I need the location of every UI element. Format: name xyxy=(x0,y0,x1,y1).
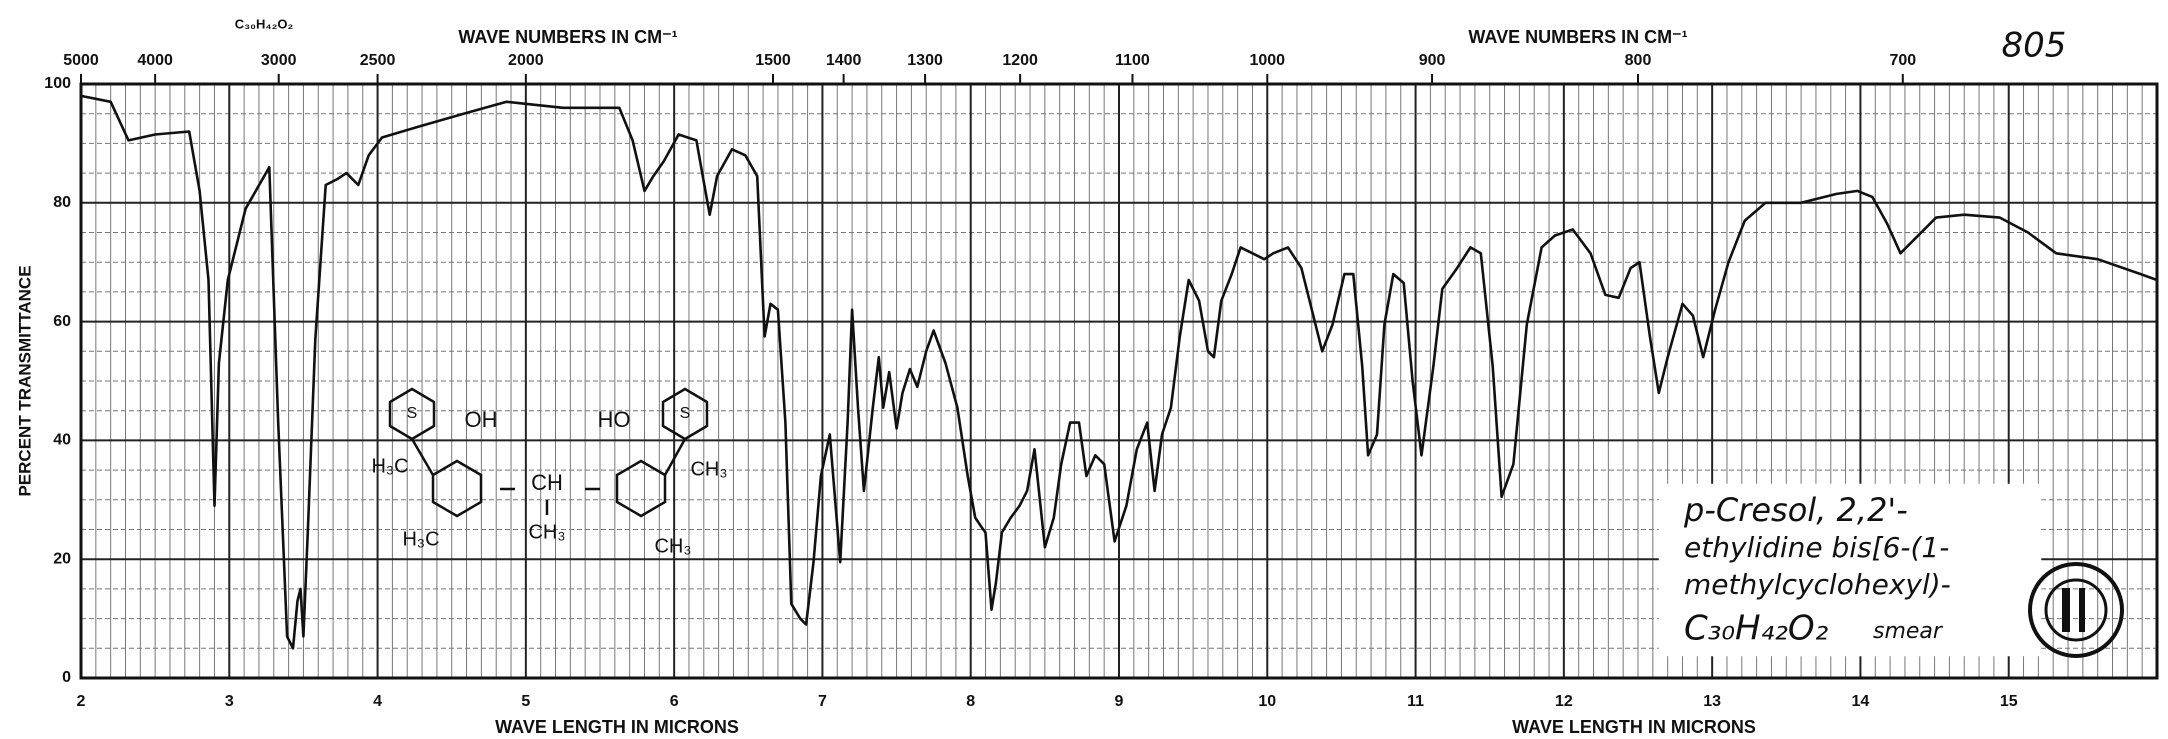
y-tick-label: 100 xyxy=(44,75,71,92)
top-axis-label: WAVE NUMBERS IN CM⁻¹ xyxy=(458,27,677,47)
y-tick-label: 80 xyxy=(53,194,71,211)
top-axis-label: WAVE NUMBERS IN CM⁻¹ xyxy=(1468,27,1687,47)
structure-label: H₃C xyxy=(402,528,439,550)
x-tick-label: 13 xyxy=(1703,693,1721,710)
top-tick-label: 1200 xyxy=(1002,52,1038,69)
x-tick-label: 8 xyxy=(966,693,975,710)
x-axis-label: WAVE LENGTH IN MICRONS xyxy=(1512,717,1756,737)
top-tick-label: 5000 xyxy=(63,52,99,69)
logo xyxy=(2028,562,2124,658)
bond xyxy=(663,438,687,476)
y-tick-label: 20 xyxy=(53,550,71,567)
x-tick-label: 15 xyxy=(2000,693,2018,710)
top-tick-label: 1000 xyxy=(1249,52,1285,69)
plot-frame xyxy=(79,82,2159,680)
compound-name: C₃₀H₄₂O₂ xyxy=(1684,609,1829,649)
structure-label: S xyxy=(407,405,418,422)
structure-label: CH xyxy=(531,470,563,495)
label-box xyxy=(1658,483,2042,657)
x-tick-label: 5 xyxy=(521,693,530,710)
structure-label: S xyxy=(680,405,691,422)
structure-label: CH₃ xyxy=(528,521,565,543)
plot xyxy=(80,94,2158,650)
x-tick-label: 11 xyxy=(1407,693,1424,710)
top-tick-label: 700 xyxy=(1889,52,1916,69)
x-tick-label: 10 xyxy=(1258,693,1276,710)
x-axis-label: WAVE LENGTH IN MICRONS xyxy=(495,717,739,737)
x-tick-label: 9 xyxy=(1115,693,1124,710)
top-tick-label: 1500 xyxy=(755,52,791,69)
structure-label: HO xyxy=(598,407,631,432)
top-tick-label: 1300 xyxy=(907,52,943,69)
x-tick-label: 12 xyxy=(1555,693,1573,710)
x-tick-label: 6 xyxy=(670,693,679,710)
x-tick-label: 2 xyxy=(77,693,86,710)
x-tick-label: 14 xyxy=(1852,693,1870,710)
top-tick-label: 3000 xyxy=(261,52,297,69)
compound-name: methylcyclohexyl)- xyxy=(1684,568,1951,601)
y-tick-label: 0 xyxy=(62,669,71,686)
top-tick-label: 1400 xyxy=(826,52,862,69)
y-tick-label: 40 xyxy=(53,432,71,449)
spectrum-line xyxy=(80,94,2158,650)
logo xyxy=(2044,578,2108,642)
x-tick-label: 4 xyxy=(373,693,382,710)
structure-label: H₃C xyxy=(371,455,408,477)
compound-name: ethylidine bis[6-(1- xyxy=(1684,531,1949,564)
top-tick-label: 4000 xyxy=(137,52,173,69)
chart-number: 805 xyxy=(2002,26,2067,66)
top-tick-label: 2500 xyxy=(360,52,396,69)
bond xyxy=(410,438,435,476)
compound-name: p-Cresol, 2,2'- xyxy=(1683,491,1908,529)
structure-label: CH₃ xyxy=(690,458,727,480)
top-tick-label: 2000 xyxy=(508,52,544,69)
y-tick-label: 60 xyxy=(53,313,71,330)
y-axis-label: PERCENT TRANSMITTANCE xyxy=(15,265,34,496)
top-tick-label: 800 xyxy=(1625,52,1652,69)
top-tick-label: 1100 xyxy=(1115,52,1150,69)
sample-note: smear xyxy=(1873,619,1944,644)
structure-drawing xyxy=(388,387,2124,658)
x-tick-label: 3 xyxy=(225,693,234,710)
top-tick-label: 900 xyxy=(1419,52,1446,69)
formula-top: C₃₀H₄₂O₂ xyxy=(235,16,294,31)
structure-label: CH₃ xyxy=(654,535,691,557)
structure-label: OH xyxy=(465,407,498,432)
x-tick-label: 7 xyxy=(818,693,827,710)
